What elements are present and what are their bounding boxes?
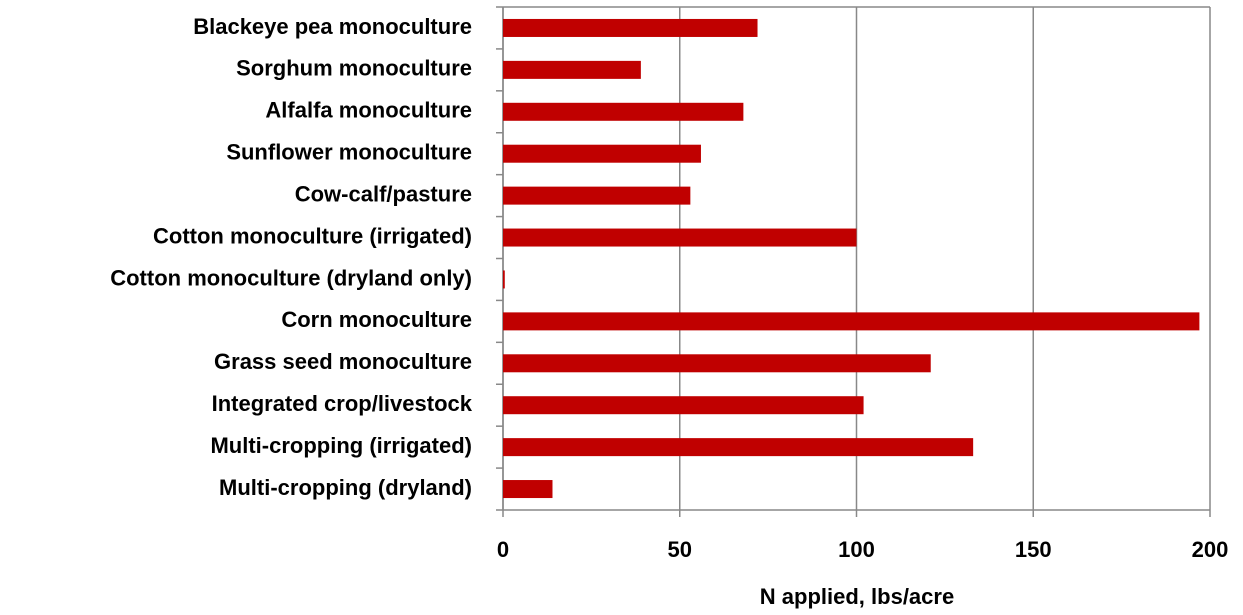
y-tick-label: Sunflower monoculture <box>226 140 472 165</box>
bar <box>503 480 553 499</box>
y-tick-label: Cow-calf/pasture <box>295 181 472 206</box>
bar <box>503 438 974 457</box>
bar <box>503 270 505 289</box>
y-tick-label: Grass seed monoculture <box>214 349 472 374</box>
y-tick-label: Cotton monoculture (irrigated) <box>153 223 472 248</box>
bar <box>503 60 641 79</box>
y-tick-label: Sorghum monoculture <box>236 56 472 81</box>
y-tick-label: Alfalfa monoculture <box>265 98 472 123</box>
x-tick-label: 100 <box>838 537 875 562</box>
y-tick-label: Corn monoculture <box>281 307 472 332</box>
x-tick-label: 0 <box>497 537 509 562</box>
bar <box>503 18 758 37</box>
bar <box>503 396 864 415</box>
bar <box>503 312 1200 331</box>
x-tick-label: 50 <box>668 537 692 562</box>
bar <box>503 354 931 373</box>
y-tick-label: Multi-cropping (irrigated) <box>210 433 472 458</box>
y-tick-label: Multi-cropping (dryland) <box>219 475 472 500</box>
y-tick-label: Cotton monoculture (dryland only) <box>110 265 472 290</box>
bar <box>503 144 701 163</box>
bar <box>503 228 857 247</box>
x-tick-label: 150 <box>1015 537 1052 562</box>
x-tick-label: 200 <box>1192 537 1229 562</box>
y-tick-label: Blackeye pea monoculture <box>193 14 472 39</box>
x-axis-title: N applied, lbs/acre <box>760 584 954 609</box>
y-tick-label: Integrated crop/livestock <box>212 391 473 416</box>
bar <box>503 102 744 121</box>
bar <box>503 186 691 205</box>
